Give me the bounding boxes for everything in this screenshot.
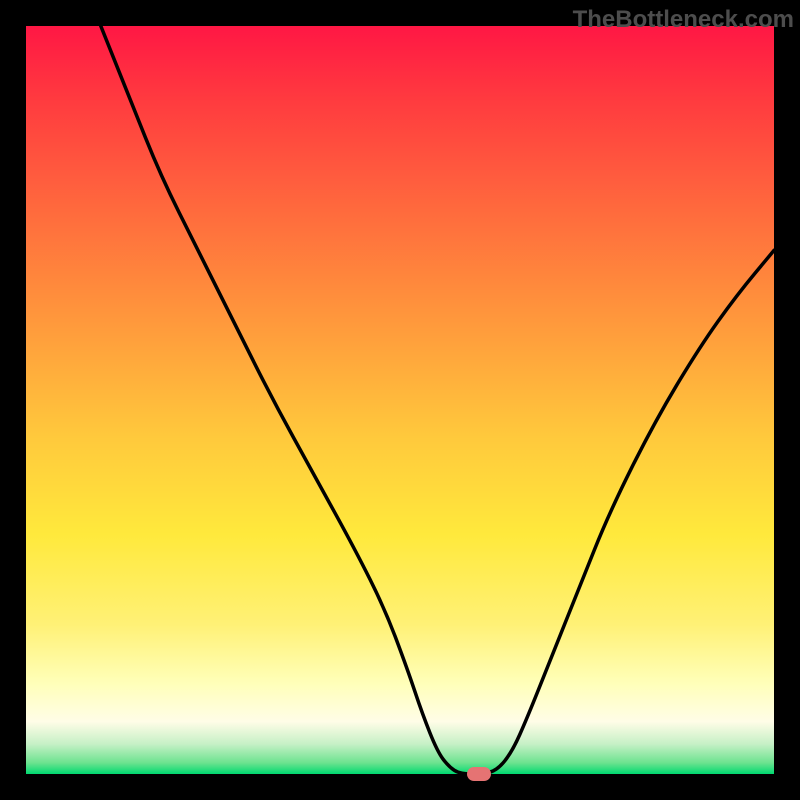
plot-area bbox=[26, 26, 774, 774]
chart-container: TheBottleneck.com bbox=[0, 0, 800, 800]
dip-marker bbox=[467, 767, 491, 781]
bottleneck-curve bbox=[26, 26, 774, 774]
watermark-text: TheBottleneck.com bbox=[573, 6, 794, 34]
